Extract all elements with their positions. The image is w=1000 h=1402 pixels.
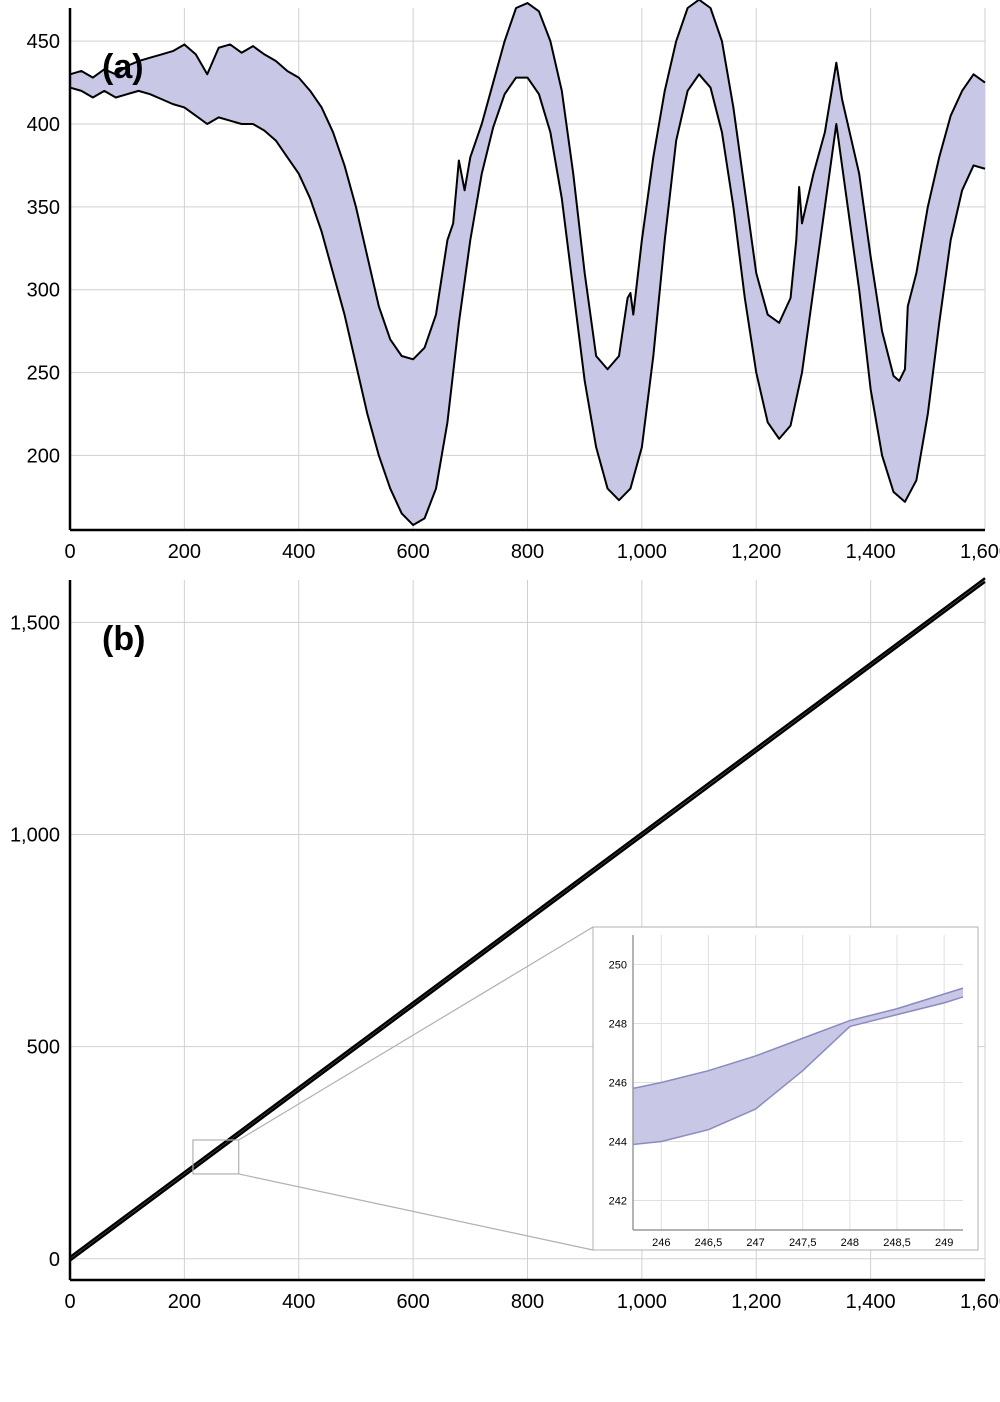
- inset-ytick-label: 250: [609, 959, 627, 971]
- chart-a: 0 200 400 600 800 1,000 1,200 1,400 1,600 200 250 3…: [27, 0, 1000, 563]
- inset-xtick-label: 246: [652, 1237, 670, 1249]
- inset: 246 246,5 247 247,5 248 248,5 249 242 244 246 248 2…: [593, 927, 978, 1250]
- chart-b-ytick-label: 1,000: [10, 825, 60, 847]
- chart-b-xtick-label: 1,000: [617, 1291, 667, 1313]
- chart-a-xtick-label: 200: [168, 541, 201, 563]
- chart-b-ytick-label: 500: [27, 1037, 60, 1059]
- chart-b-xtick-label: 200: [168, 1291, 201, 1313]
- inset-ytick-label: 246: [609, 1077, 627, 1089]
- chart-b-ytick-label: 0: [49, 1249, 60, 1271]
- chart-a-ytick-label: 250: [27, 363, 60, 385]
- inset-xtick-label: 246,5: [695, 1237, 723, 1249]
- chart-a-xtick-label: 400: [282, 541, 315, 563]
- chart-a-ytick-label: 350: [27, 197, 60, 219]
- inset-ytick-label: 242: [609, 1195, 627, 1207]
- chart-b-xtick-label: 1,400: [846, 1291, 896, 1313]
- chart-a-xtick-label: 1,200: [731, 541, 781, 563]
- callout-connector-top: [239, 927, 593, 1140]
- chart-a-ytick-label: 200: [27, 445, 60, 467]
- inset-xtick-label: 247,5: [789, 1237, 817, 1249]
- chart-a-xtick-label: 800: [511, 541, 544, 563]
- chart-b-xtick-label: 600: [396, 1291, 429, 1313]
- chart-a-ytick-label: 300: [27, 280, 60, 302]
- callout-rect: [193, 1140, 239, 1174]
- inset-xtick-label: 249: [935, 1237, 953, 1249]
- chart-b-xtick-label: 800: [511, 1291, 544, 1313]
- inset-ytick-label: 248: [609, 1018, 627, 1030]
- inset-xtick-label: 247: [746, 1237, 764, 1249]
- chart-b-xtick-label: 1,200: [731, 1291, 781, 1313]
- chart-a-xtick-label: 0: [64, 541, 75, 563]
- chart-a-ytick-label: 450: [27, 31, 60, 53]
- chart-b-xtick-label: 1,600: [960, 1291, 1000, 1313]
- chart-b-xtick-label: 0: [64, 1291, 75, 1313]
- chart-a-ytick-label: 400: [27, 114, 60, 136]
- inset-xtick-label: 248: [841, 1237, 859, 1249]
- inset-xtick-label: 248,5: [883, 1237, 911, 1249]
- chart-b-ytick-label: 1,500: [10, 612, 60, 634]
- chart-a-xtick-label: 1,400: [846, 541, 896, 563]
- inset-ytick-label: 244: [609, 1136, 627, 1148]
- chart-a-xtick-label: 1,600: [960, 541, 1000, 563]
- chart-a-xtick-label: 600: [396, 541, 429, 563]
- chart-b-xtick-label: 400: [282, 1291, 315, 1313]
- chart-a-xtick-label: 1,000: [617, 541, 667, 563]
- callout-connector-bottom: [239, 1174, 593, 1250]
